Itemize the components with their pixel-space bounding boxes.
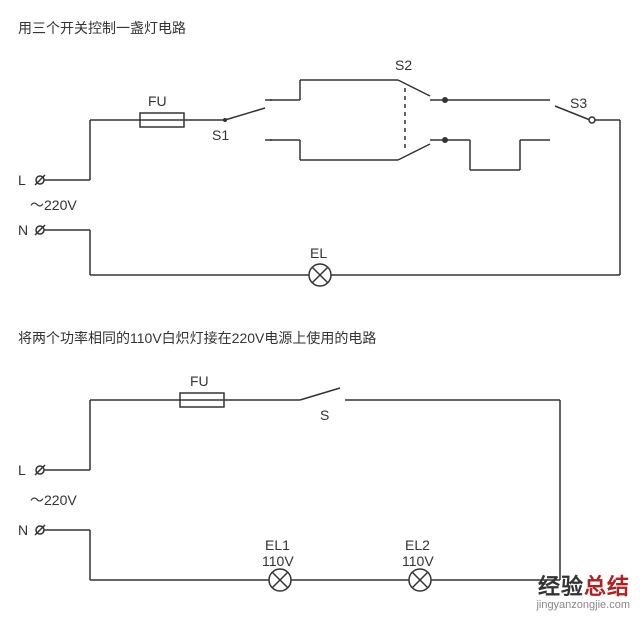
c1-label-L: L xyxy=(18,172,26,188)
diagram-svg: L FU S1 S2 S3 xyxy=(0,0,640,619)
c2-label-EL1V: 110V xyxy=(262,553,294,569)
c1-label-N: N xyxy=(18,222,28,238)
c2-label-S: S xyxy=(320,407,329,423)
c1-s3-pole xyxy=(589,117,595,123)
c1-label-FU: FU xyxy=(148,93,167,109)
watermark-main: 经验总结 xyxy=(536,569,630,601)
c2-label-FU: FU xyxy=(190,373,209,389)
c2-label-EL1: EL1 xyxy=(265,537,290,553)
c2-label-V: ～220V xyxy=(30,492,77,508)
c1-label-EL: EL xyxy=(310,245,327,261)
c2-label-N: N xyxy=(18,522,28,538)
c1-label-S3: S3 xyxy=(570,95,587,111)
c2-label-EL2: EL2 xyxy=(405,537,430,553)
c1-label-S2: S2 xyxy=(395,57,412,73)
watermark: 经验总结 jingyanzongjie.com xyxy=(536,569,630,611)
c1-label-V: ～220V xyxy=(30,197,77,213)
c2-label-EL2V: 110V xyxy=(402,553,434,569)
c2-label-L: L xyxy=(18,462,26,478)
watermark-sub: jingyanzongjie.com xyxy=(536,599,630,611)
watermark-main-left: 经验 xyxy=(538,574,584,599)
c1-label-S1: S1 xyxy=(212,127,229,143)
watermark-main-right: 总结 xyxy=(584,574,630,599)
